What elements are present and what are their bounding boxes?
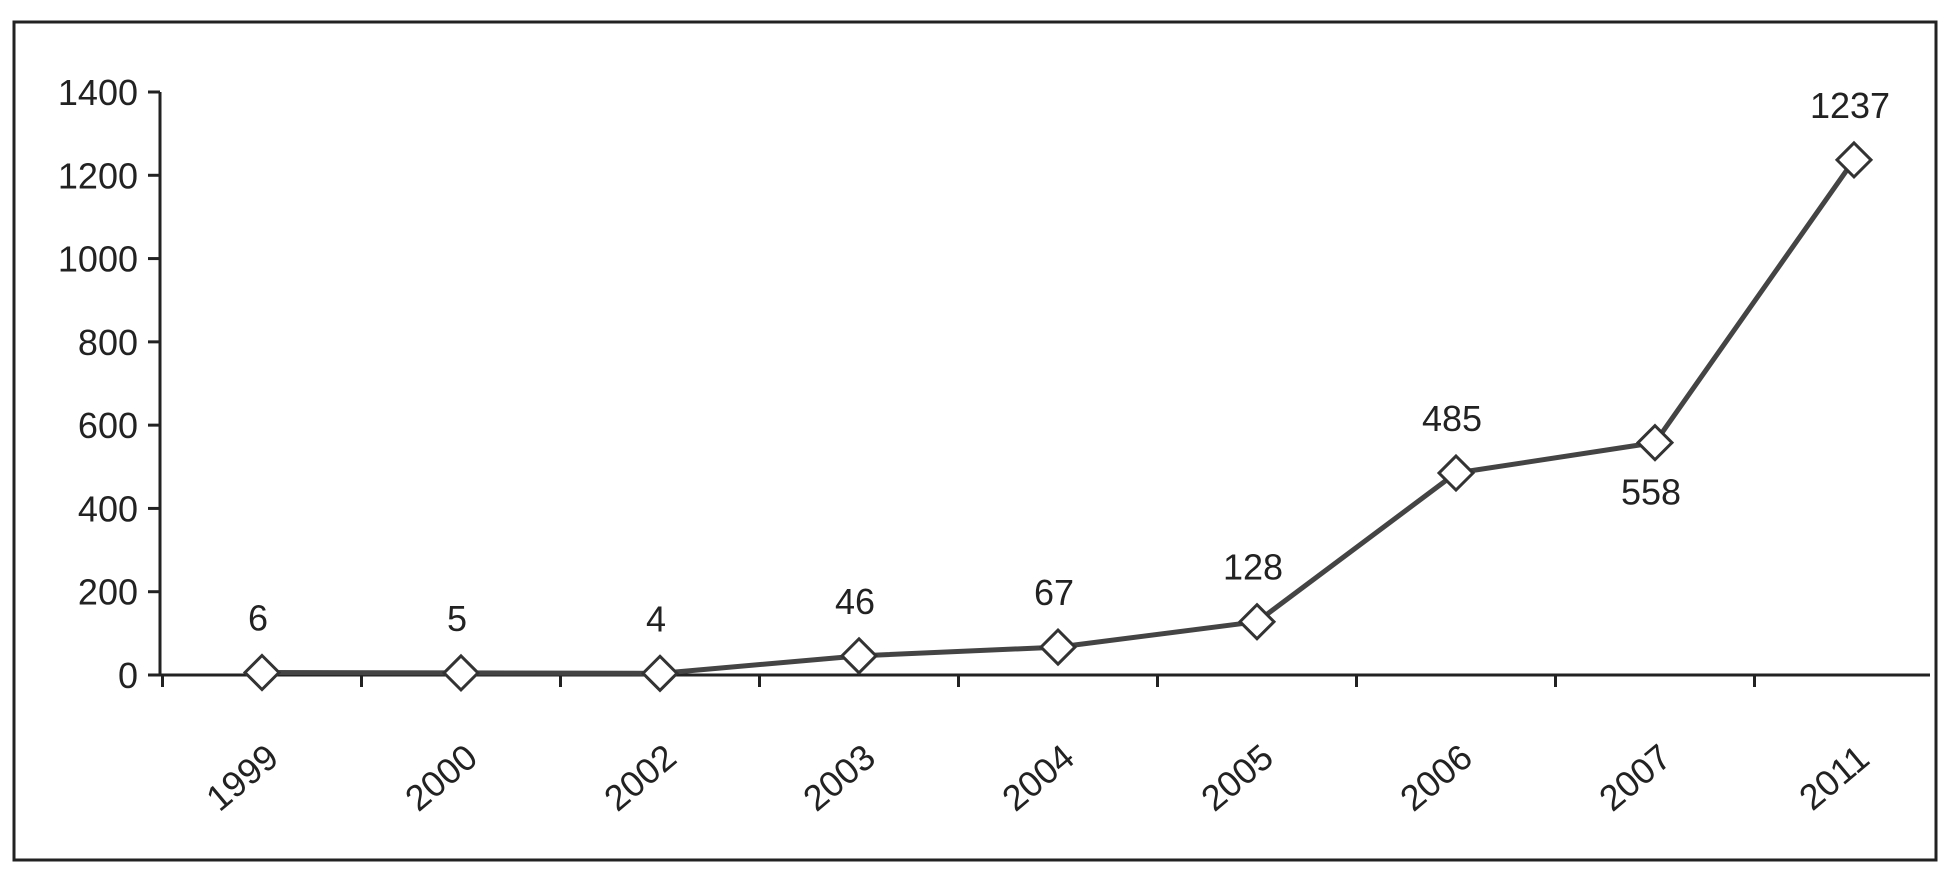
data-label: 6 bbox=[248, 598, 268, 639]
x-tick-label: 1999 bbox=[198, 736, 286, 819]
data-label: 46 bbox=[835, 581, 875, 622]
x-axis: 1999 2000 2002 2003 2004 2005 2006 2007 2011 bbox=[160, 673, 1930, 819]
data-point-marker bbox=[1635, 423, 1675, 462]
y-tick-label: 0 bbox=[118, 655, 138, 696]
data-point-marker bbox=[1436, 453, 1476, 493]
chart-border bbox=[12, 20, 1938, 862]
data-point-marker bbox=[1038, 627, 1078, 667]
x-tick-label: 2000 bbox=[397, 736, 485, 819]
y-tick-label: 400 bbox=[78, 488, 138, 529]
y-tick-label: 1200 bbox=[58, 155, 138, 196]
data-point-marker bbox=[441, 653, 481, 693]
data-labels: 6 5 4 46 67 128 485 558 1237 bbox=[248, 85, 1890, 639]
data-label: 558 bbox=[1621, 472, 1681, 513]
data-point-marker bbox=[1237, 602, 1277, 641]
data-label: 5 bbox=[447, 598, 467, 639]
data-label: 485 bbox=[1422, 398, 1482, 439]
data-label: 4 bbox=[646, 598, 666, 639]
data-label: 67 bbox=[1034, 572, 1074, 613]
x-tick-label: 2006 bbox=[1392, 736, 1480, 819]
y-tick-label: 1400 bbox=[58, 72, 138, 113]
x-tick-label: 2003 bbox=[795, 736, 883, 819]
series-group bbox=[242, 140, 1874, 693]
data-point-marker bbox=[839, 636, 879, 675]
y-tick-label: 1000 bbox=[58, 239, 138, 280]
y-tick-label: 600 bbox=[78, 405, 138, 446]
x-tick-label: 2007 bbox=[1591, 736, 1679, 819]
data-point-marker bbox=[640, 654, 680, 693]
x-tick-label: 2011 bbox=[1791, 737, 1877, 818]
data-point-marker bbox=[242, 653, 282, 692]
x-tick-label: 2005 bbox=[1193, 736, 1281, 819]
y-tick-label: 200 bbox=[78, 572, 138, 613]
x-tick-label: 2004 bbox=[994, 736, 1082, 819]
data-label: 128 bbox=[1223, 547, 1283, 588]
data-label: 1237 bbox=[1810, 85, 1890, 126]
y-axis: 0 200 400 600 800 1000 1200 1400 bbox=[58, 72, 162, 696]
x-tick-label: 2002 bbox=[596, 736, 684, 819]
data-point-marker bbox=[1834, 140, 1874, 179]
y-tick-label: 800 bbox=[78, 322, 138, 363]
